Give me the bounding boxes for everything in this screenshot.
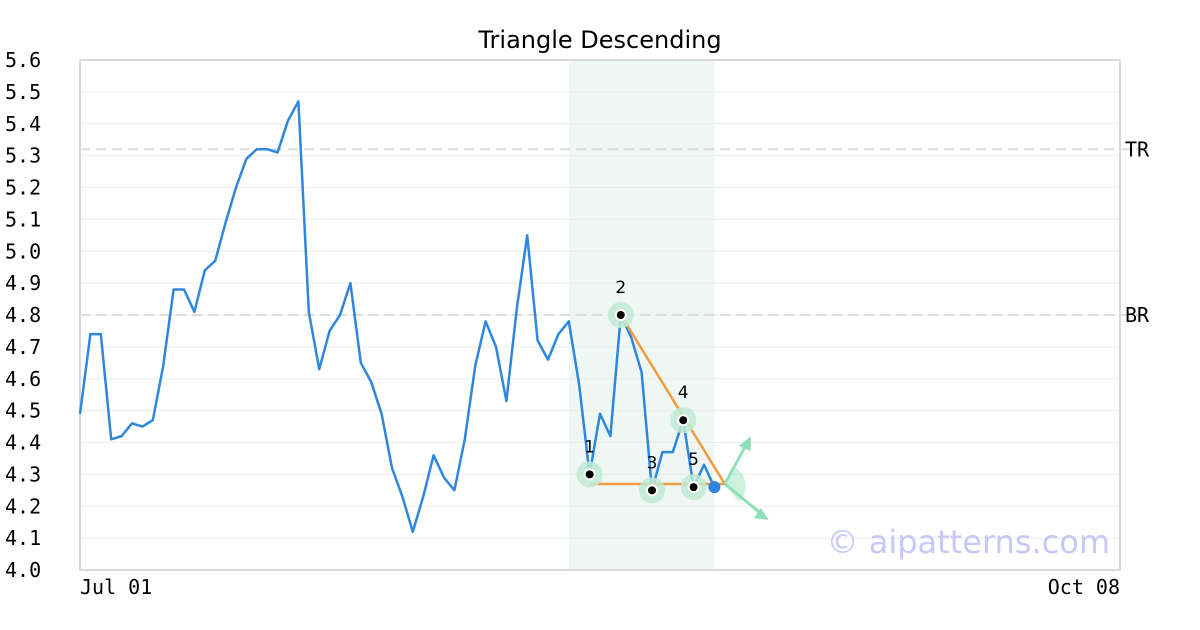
y-tick-label: 4.3	[5, 462, 41, 486]
reference-line-label: TR	[1125, 137, 1150, 161]
y-tick-label: 4.2	[5, 494, 41, 518]
breakout-down-arrow-icon	[753, 507, 769, 520]
y-tick-label: 4.4	[5, 431, 41, 455]
series-group	[78, 100, 716, 533]
pattern-point	[614, 309, 627, 321]
breakout-down-arrow-shaft	[723, 482, 764, 517]
pattern-point-label: 4	[678, 383, 689, 403]
y-tick-label: 5.4	[5, 112, 41, 136]
grid	[80, 59, 1120, 571]
y-tick-label: 5.1	[5, 207, 41, 231]
x-tick-label: Jul 01	[80, 575, 152, 599]
y-tick-label: 4.8	[5, 303, 41, 327]
y-tick-label: 5.0	[5, 239, 41, 263]
y-axis: 4.0 4.1 4.2 4.3 4.4 4.5 4.6 4.7 4.8 4.9 5.0 5.1 5.2 5…	[5, 48, 41, 582]
pattern-overlay	[589, 314, 769, 520]
y-tick-label: 5.3	[5, 144, 41, 168]
pattern-point	[687, 481, 700, 494]
chart-title: Triangle Descending	[477, 26, 721, 54]
y-tick-label: 4.7	[5, 335, 41, 359]
breakout-up-arrow-icon	[738, 435, 751, 451]
pattern-point-label: 3	[647, 453, 658, 473]
plot-frame	[79, 59, 1121, 571]
y-tick-label: 5.2	[5, 176, 41, 200]
pattern-point	[646, 484, 658, 497]
y-tick-label: 5.5	[5, 80, 41, 104]
y-tick-label: 4.9	[5, 271, 41, 295]
last-price-point	[708, 481, 721, 494]
x-axis: Jul 01 Oct 08	[80, 575, 1120, 599]
pattern-point-label: 2	[615, 278, 626, 298]
upper-trendline	[619, 314, 726, 485]
pattern-point-label: 5	[688, 450, 699, 470]
breakout-up-arrow-shaft	[723, 441, 750, 485]
y-tick-label: 4.0	[5, 558, 41, 582]
y-tick-label: 4.6	[5, 367, 41, 391]
reference-line-label: BR	[1125, 303, 1150, 327]
watermark: © aipatterns.com	[827, 523, 1110, 561]
pattern-points: 1 2 3 4 5	[576, 278, 721, 504]
pattern-point	[583, 468, 596, 481]
pattern-point	[677, 414, 690, 427]
y-tick-label: 4.1	[5, 526, 41, 550]
series-line	[78, 100, 716, 533]
pattern-point-label: 1	[584, 437, 595, 457]
x-tick-label: Oct 08	[1048, 575, 1120, 599]
y-tick-label: 5.6	[5, 48, 41, 72]
y-tick-label: 4.5	[5, 399, 41, 423]
